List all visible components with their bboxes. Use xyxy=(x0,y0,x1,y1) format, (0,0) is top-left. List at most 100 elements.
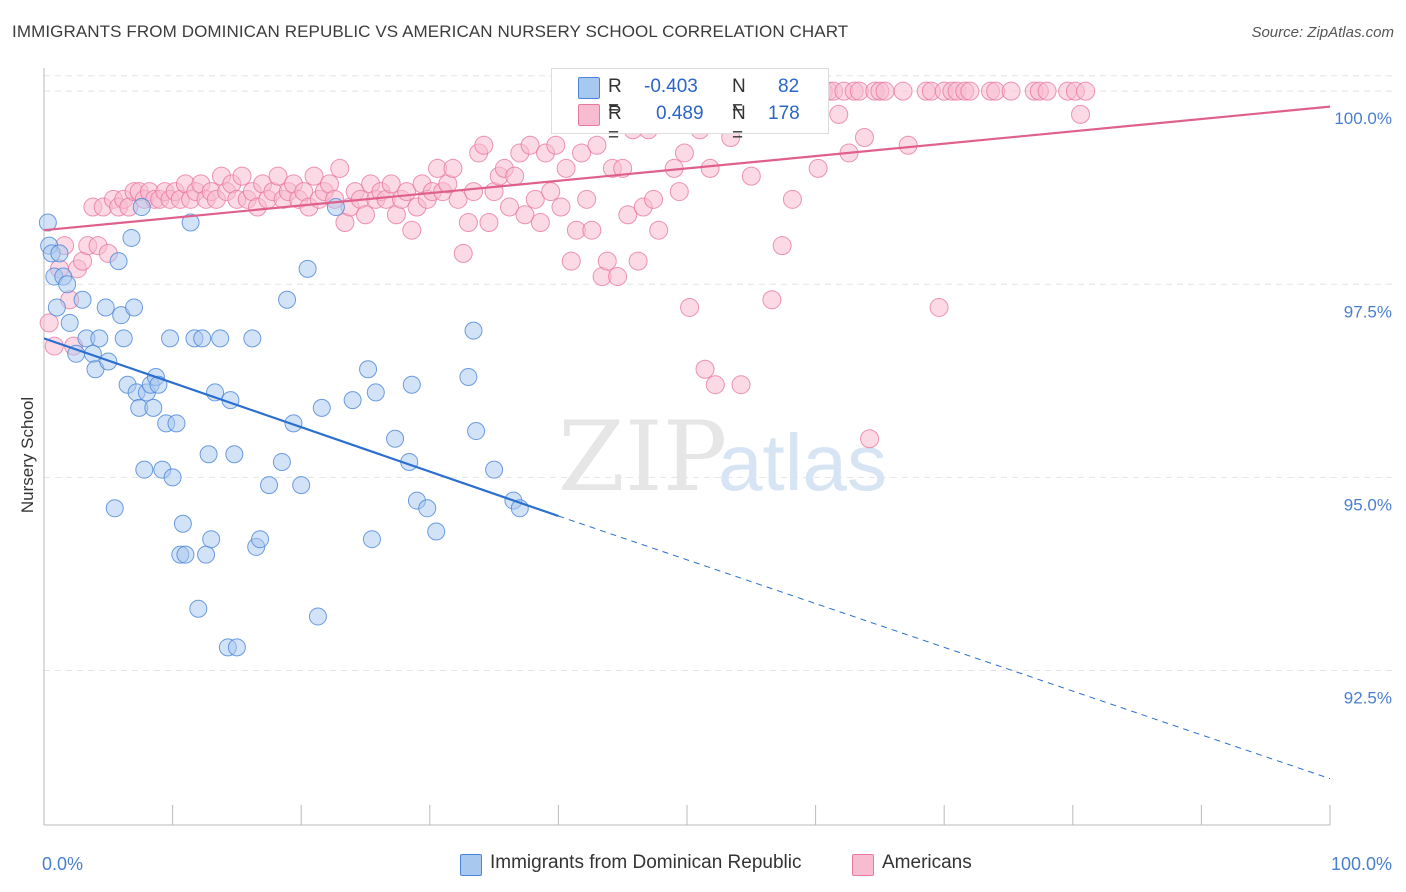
point-dominican-republic xyxy=(189,599,208,618)
point-dominican-republic xyxy=(243,329,262,348)
point-dominican-republic xyxy=(272,452,291,471)
point-dominican-republic xyxy=(308,607,327,626)
point-dominican-republic xyxy=(90,329,109,348)
point-americans xyxy=(893,81,913,101)
x-tick-label-max: 100.0% xyxy=(1331,854,1392,874)
legend-n-label: N = xyxy=(732,76,746,119)
x-tick-label-min: 0.0% xyxy=(42,854,83,874)
legend-r-value: -0.403 xyxy=(644,76,698,97)
point-dominican-republic xyxy=(227,638,246,657)
point-americans xyxy=(669,182,689,202)
point-dominican-republic xyxy=(114,329,133,348)
point-americans xyxy=(546,135,566,155)
point-americans xyxy=(402,220,422,240)
point-dominican-republic xyxy=(60,313,79,332)
point-americans xyxy=(808,158,828,178)
bottom-legend-label: Americans xyxy=(882,852,972,873)
point-dominican-republic xyxy=(251,530,270,549)
point-americans xyxy=(356,205,375,225)
point-americans xyxy=(505,166,525,186)
point-dominican-republic xyxy=(485,460,504,479)
legend-r-value: 0.489 xyxy=(656,103,704,124)
point-dominican-republic xyxy=(427,522,446,541)
point-americans xyxy=(695,359,715,379)
point-americans xyxy=(680,297,700,317)
point-dominican-republic xyxy=(122,228,141,247)
point-americans xyxy=(741,166,761,186)
point-dominican-republic xyxy=(132,198,151,217)
point-dominican-republic xyxy=(202,530,221,549)
series-dominican-republic xyxy=(38,198,529,657)
correlation-legend: R = -0.403 N = 82 R = 0.489 N = 178 xyxy=(551,68,829,146)
point-dominican-republic xyxy=(418,499,437,518)
legend-n-value: 82 xyxy=(778,76,800,97)
watermark-atlas: atlas xyxy=(718,418,887,507)
point-dominican-republic xyxy=(167,414,186,433)
point-americans xyxy=(582,220,602,240)
point-americans xyxy=(829,104,849,124)
legend-swatch-pink xyxy=(578,104,600,126)
trend-line-dominican-dashed xyxy=(558,515,1331,780)
bottom-legend-swatch-blue xyxy=(460,854,482,876)
point-dominican-republic xyxy=(359,360,378,379)
point-americans xyxy=(500,197,520,217)
axes xyxy=(43,68,1331,826)
legend-n-label: N = xyxy=(732,103,746,146)
point-americans xyxy=(613,158,633,178)
point-americans xyxy=(875,81,895,101)
legend-swatch-blue xyxy=(578,77,600,99)
point-americans xyxy=(587,135,607,155)
point-americans xyxy=(1037,81,1057,101)
point-americans xyxy=(700,158,720,178)
point-americans xyxy=(464,182,484,202)
point-dominican-republic xyxy=(402,375,421,394)
point-dominican-republic xyxy=(161,329,180,348)
point-americans xyxy=(674,143,694,163)
point-americans xyxy=(232,166,252,186)
point-americans xyxy=(525,189,545,209)
point-dominican-republic xyxy=(173,514,192,533)
point-americans xyxy=(39,313,59,333)
watermark-zip: ZIP xyxy=(558,401,727,513)
trend-line-americans xyxy=(43,105,1331,232)
point-americans xyxy=(381,174,401,194)
point-dominican-republic xyxy=(284,414,303,433)
point-americans xyxy=(561,251,581,271)
x-tick-labels: 0.0% 100.0% xyxy=(42,854,1392,874)
point-americans xyxy=(304,166,324,186)
point-americans xyxy=(597,251,617,271)
point-americans xyxy=(898,135,918,155)
point-dominican-republic xyxy=(260,476,279,495)
point-americans xyxy=(772,236,792,256)
point-americans xyxy=(572,143,592,163)
point-americans xyxy=(618,205,638,225)
point-dominican-republic xyxy=(193,329,212,348)
y-axis-title: Nursery School xyxy=(18,397,37,513)
point-dominican-republic xyxy=(386,429,405,448)
point-americans xyxy=(628,251,648,271)
point-americans xyxy=(731,375,751,395)
point-americans xyxy=(762,290,782,310)
point-americans xyxy=(1071,104,1091,124)
legend-r-label: R = xyxy=(608,103,622,146)
point-americans xyxy=(541,182,561,202)
point-dominican-republic xyxy=(211,329,230,348)
y-tick-label: 95.0% xyxy=(1344,495,1392,514)
point-americans xyxy=(1001,81,1021,101)
point-dominican-republic xyxy=(467,422,486,441)
y-tick-label: 97.5% xyxy=(1344,302,1392,321)
point-dominican-republic xyxy=(125,298,144,317)
point-dominican-republic xyxy=(278,290,297,309)
point-americans xyxy=(479,212,499,232)
point-dominican-republic xyxy=(144,398,163,417)
point-dominican-republic xyxy=(199,445,218,464)
point-americans xyxy=(515,205,535,225)
point-americans xyxy=(577,189,597,209)
point-dominican-republic xyxy=(366,383,385,402)
point-americans xyxy=(854,128,874,148)
point-americans xyxy=(1076,81,1096,101)
point-americans xyxy=(929,297,949,317)
trend-lines xyxy=(43,105,1331,780)
point-americans xyxy=(268,166,288,186)
